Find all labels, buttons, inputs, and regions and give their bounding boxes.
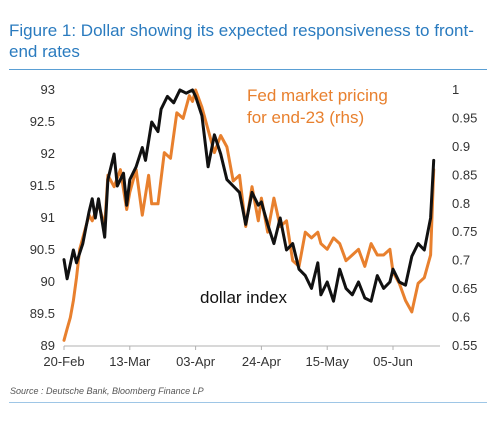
x-tick-label: 05-Jun — [373, 354, 413, 369]
right-tick-label: 0.7 — [452, 253, 470, 268]
left-tick-label: 91.5 — [30, 178, 55, 193]
title-divider — [9, 69, 487, 70]
right-tick-label: 0.95 — [452, 110, 477, 125]
series-lines — [62, 88, 436, 342]
dollar-index-line — [62, 88, 436, 303]
right-tick-label: 1 — [452, 82, 459, 97]
right-tick-label: 0.65 — [452, 281, 477, 296]
source-note: Source : Deutsche Bank, Bloomberg Financ… — [10, 386, 204, 396]
right-tick-label: 0.75 — [452, 224, 477, 239]
annotation-dollar-index: dollar index — [200, 288, 287, 307]
left-tick-label: 91 — [41, 210, 55, 225]
annotation-fed-line1: Fed market pricing — [247, 86, 388, 105]
right-tick-label: 0.55 — [452, 338, 477, 353]
right-tick-label: 0.9 — [452, 139, 470, 154]
x-tick-label: 24-Apr — [242, 354, 282, 369]
left-tick-label: 89.5 — [30, 306, 55, 321]
x-tick-label: 03-Apr — [176, 354, 216, 369]
chart-title: Figure 1: Dollar showing its expected re… — [9, 21, 474, 61]
left-tick-label: 89 — [41, 338, 55, 353]
x-tick-label: 15-May — [306, 354, 350, 369]
bottom-divider — [9, 402, 487, 403]
x-tick-label: 20-Feb — [43, 354, 84, 369]
right-axis-ticks: 1 0.95 0.9 0.85 0.8 0.75 0.7 0.65 0.6 0.55 — [452, 82, 477, 353]
x-axis-ticks: 20-Feb 13-Mar 03-Apr 24-Apr 15-May 05-Jun — [43, 345, 440, 369]
left-tick-label: 90.5 — [30, 242, 55, 257]
left-tick-label: 92 — [41, 146, 55, 161]
x-tick-label: 13-Mar — [109, 354, 151, 369]
left-tick-label: 90 — [41, 274, 55, 289]
right-tick-label: 0.6 — [452, 310, 470, 325]
left-tick-label: 93 — [41, 82, 55, 97]
right-tick-label: 0.8 — [452, 196, 470, 211]
chart-canvas: 93 92.5 92 91.5 91 90.5 90 89.5 89 1 0.95 0.9 0.85 0… — [30, 82, 478, 369]
right-tick-label: 0.85 — [452, 167, 477, 182]
left-axis-ticks: 93 92.5 92 91.5 91 90.5 90 89.5 89 — [30, 82, 55, 353]
left-tick-label: 92.5 — [30, 114, 55, 129]
annotation-fed-line2: for end-23 (rhs) — [247, 108, 364, 127]
